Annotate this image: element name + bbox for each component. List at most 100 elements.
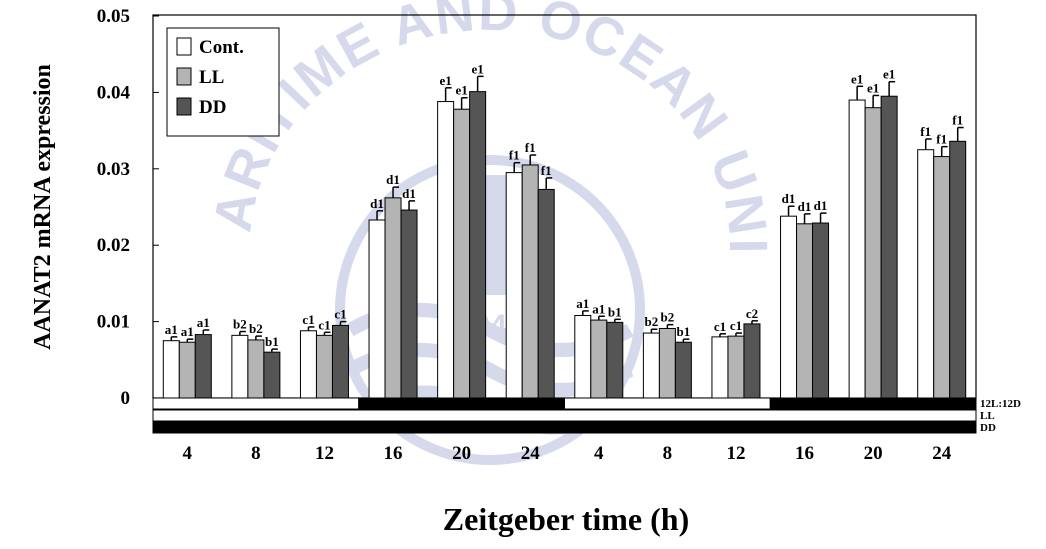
bar bbox=[864, 107, 882, 399]
significance-label: b2 bbox=[249, 321, 263, 336]
bar bbox=[315, 334, 333, 399]
significance-label: a1 bbox=[576, 296, 589, 311]
bar bbox=[848, 99, 866, 399]
y-tick-label: 0.02 bbox=[97, 235, 130, 256]
photoperiod-label: DD bbox=[980, 422, 996, 434]
y-tick-label: 0.03 bbox=[97, 159, 130, 180]
bar bbox=[505, 172, 523, 399]
bar bbox=[162, 340, 180, 399]
bar bbox=[590, 319, 608, 399]
x-tick-label: 24 bbox=[932, 443, 952, 464]
photoperiod-label: 12L:12D bbox=[980, 398, 1021, 410]
significance-label: b1 bbox=[677, 324, 691, 339]
significance-label: c1 bbox=[302, 312, 314, 327]
photoperiod-segment bbox=[564, 397, 771, 410]
y-axis-title: AANAT2 mRNA expression bbox=[30, 64, 56, 350]
y-tick-label: 0 bbox=[121, 388, 131, 409]
significance-label: a1 bbox=[592, 301, 605, 316]
significance-label: d1 bbox=[386, 172, 400, 187]
significance-label: e1 bbox=[455, 83, 467, 98]
bar bbox=[469, 91, 487, 399]
bar bbox=[299, 330, 317, 399]
significance-label: f1 bbox=[936, 132, 947, 147]
significance-label: b1 bbox=[608, 304, 622, 319]
legend-swatch bbox=[176, 67, 192, 86]
photoperiod-label: LL bbox=[980, 410, 995, 422]
bar bbox=[537, 188, 555, 399]
legend: Cont. LL DD bbox=[166, 27, 280, 137]
bar bbox=[574, 314, 592, 399]
significance-label: b2 bbox=[645, 314, 659, 329]
bar bbox=[780, 215, 798, 399]
bar bbox=[674, 341, 692, 399]
significance-label: f1 bbox=[509, 148, 520, 163]
photoperiod-segment bbox=[152, 397, 360, 410]
significance-label: d1 bbox=[814, 198, 828, 213]
bar bbox=[521, 164, 539, 399]
photoperiod-segment bbox=[152, 409, 977, 422]
bar bbox=[400, 209, 418, 399]
legend-swatch bbox=[176, 37, 192, 56]
legend-label: DD bbox=[199, 97, 226, 118]
bar bbox=[658, 327, 676, 399]
significance-label: d1 bbox=[798, 199, 812, 214]
photoperiod-segment bbox=[769, 397, 977, 410]
x-tick-label: 8 bbox=[663, 443, 673, 464]
bar bbox=[263, 351, 281, 399]
significance-label: c1 bbox=[334, 307, 346, 322]
bar bbox=[453, 108, 471, 399]
x-tick-label: 4 bbox=[594, 443, 604, 464]
y-tick-label: 0.05 bbox=[97, 6, 130, 27]
bar bbox=[727, 335, 745, 399]
significance-label: f1 bbox=[525, 140, 536, 155]
bar bbox=[743, 323, 761, 399]
bar bbox=[606, 321, 624, 399]
bar bbox=[331, 324, 349, 399]
bar bbox=[178, 341, 196, 399]
significance-label: e1 bbox=[851, 71, 863, 86]
significance-label: e1 bbox=[867, 80, 879, 95]
legend-label: LL bbox=[199, 67, 224, 88]
significance-labels: a1 b2 c1 d1 e1 f1 a1 b2 c1 d1 e1 f1 a1 b2 c1 d1 e1 f1 a1 b2… bbox=[165, 61, 963, 349]
significance-label: a1 bbox=[197, 315, 210, 330]
photoperiod-segment bbox=[358, 397, 565, 410]
x-axis-title: Zeitgeber time (h) bbox=[443, 501, 689, 537]
photoperiod-segment bbox=[152, 421, 977, 434]
bar bbox=[231, 334, 249, 399]
significance-label: e1 bbox=[439, 73, 451, 88]
bar bbox=[368, 219, 386, 399]
x-tick-label: 8 bbox=[251, 443, 261, 464]
bar bbox=[384, 197, 402, 399]
bar bbox=[711, 336, 729, 399]
bar bbox=[933, 156, 951, 399]
x-tick-label: 12 bbox=[315, 443, 334, 464]
x-axis: 4 8 12 16 20 24 4 8 12 16 20 24 bbox=[183, 443, 952, 464]
x-tick-label: 20 bbox=[452, 443, 471, 464]
bar bbox=[194, 334, 212, 399]
significance-label: f1 bbox=[952, 113, 963, 128]
x-tick-label: 16 bbox=[384, 443, 403, 464]
bar bbox=[642, 332, 660, 399]
y-axis: 0 0.01 0.02 0.03 0.04 0.05 bbox=[97, 6, 159, 409]
significance-label: c1 bbox=[730, 318, 742, 333]
bar bbox=[812, 222, 830, 399]
bar bbox=[437, 101, 455, 399]
significance-label: a1 bbox=[181, 324, 194, 339]
significance-label: b1 bbox=[265, 334, 279, 349]
significance-label: b2 bbox=[233, 317, 247, 332]
significance-label: a1 bbox=[165, 322, 178, 337]
bar bbox=[949, 140, 967, 399]
significance-label: d1 bbox=[370, 196, 384, 211]
significance-label: c2 bbox=[746, 306, 758, 321]
x-tick-label: 24 bbox=[521, 443, 541, 464]
x-tick-label: 4 bbox=[183, 443, 193, 464]
x-tick-label: 20 bbox=[864, 443, 883, 464]
legend-swatch bbox=[176, 97, 192, 116]
x-tick-label: 16 bbox=[795, 443, 814, 464]
bar bbox=[796, 223, 814, 399]
y-tick-label: 0.04 bbox=[97, 82, 131, 103]
significance-label: f1 bbox=[920, 124, 931, 139]
significance-label: d1 bbox=[782, 191, 796, 206]
